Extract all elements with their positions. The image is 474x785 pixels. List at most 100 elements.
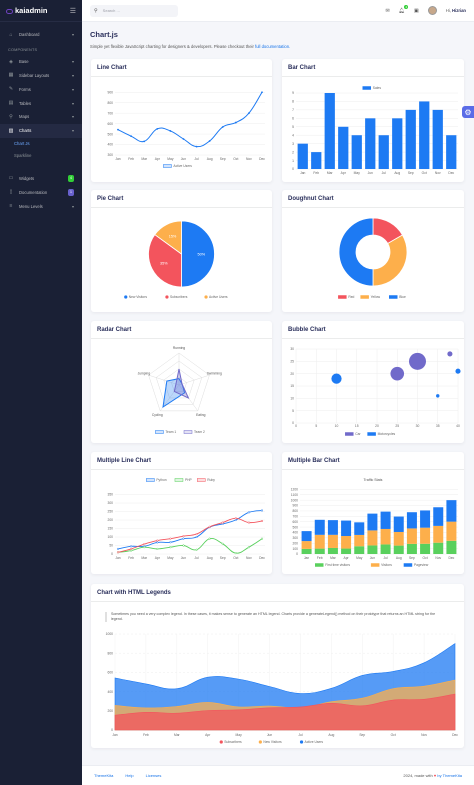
- footer-link-help[interactable]: Help: [125, 773, 134, 778]
- legend-label: Car: [355, 432, 361, 436]
- y-tick-label: 100: [107, 535, 113, 539]
- pie-chart-card: Pie Chart 50% 35% 15% New Visitors Subscribe…: [91, 190, 272, 312]
- x-tick-label: Aug: [394, 171, 400, 175]
- x-tick-label: Aug: [328, 733, 334, 737]
- series-line: [117, 91, 263, 148]
- legend-swatch: [174, 478, 184, 482]
- area-series: [114, 693, 456, 731]
- sidebar-item-tables[interactable]: ▤ Tables ▾: [0, 96, 82, 110]
- sidebar-item-widgets[interactable]: ▭ Widgets 4: [0, 172, 82, 186]
- bar: [419, 101, 430, 169]
- settings-gear-icon[interactable]: ⚙: [462, 106, 474, 118]
- chevron-down-icon: ▾: [71, 128, 74, 134]
- search-icon[interactable]: ⚲: [94, 7, 98, 14]
- sidebar-item-dashboard[interactable]: ⌂ Dashboard ▾: [0, 28, 82, 42]
- legend-swatch: [163, 164, 172, 168]
- sidebar-section-label: COMPONENTS: [8, 47, 38, 52]
- legend-swatch: [360, 295, 369, 299]
- x-tick-label: Oct: [233, 556, 238, 560]
- data-point: [234, 517, 237, 520]
- sidebar-item-maps[interactable]: ⚲ Maps ▾: [0, 110, 82, 124]
- pen-icon: ✎: [8, 86, 14, 93]
- stacked-bar: [341, 520, 352, 537]
- legend-swatch: [219, 740, 223, 744]
- x-tick-label: Sep: [359, 733, 365, 737]
- sidebar-item-label: Tables: [19, 100, 32, 106]
- legend-label: Ruby: [207, 478, 215, 482]
- slice-label: 35%: [160, 261, 168, 265]
- sidebar-item-menu-levels[interactable]: ≡ Menu Levels ▾: [0, 199, 82, 213]
- data-point: [208, 525, 211, 528]
- bell-icon[interactable]: 🔔︎ 4: [398, 4, 408, 14]
- radar-grid: [163, 368, 195, 399]
- y-tick-label: 50: [109, 544, 113, 548]
- x-tick-label: Mar: [141, 556, 148, 560]
- sidebar-item-charts[interactable]: ▥ Charts ▾: [0, 123, 82, 138]
- footer-credit-text: 2024, made with: [403, 773, 433, 778]
- user-greeting[interactable]: Hi, Hizrian: [446, 8, 466, 13]
- data-point: [130, 545, 133, 548]
- stacked-bar: [380, 528, 391, 545]
- y-tick-label: 15: [290, 384, 294, 388]
- legend-label: Visitors: [381, 563, 392, 567]
- stacked-bar: [420, 543, 431, 554]
- multiline-chart: 0 50 100 150 200 250 300 350 Jan Feb Mar Apr May Jun J…: [107, 478, 265, 560]
- legend-label: Python: [156, 478, 166, 482]
- sidebar-item-forms[interactable]: ✎ Forms ▾: [0, 82, 82, 96]
- x-tick-label: May: [167, 157, 174, 161]
- sidebar-item-sidebar-layouts[interactable]: ▦ Sidebar Layouts ▾: [0, 69, 82, 83]
- layers-icon[interactable]: ▣: [414, 7, 419, 14]
- y-tick-label: 4: [292, 133, 294, 137]
- y-tick-label: 0: [296, 552, 298, 556]
- x-tick-label: Nov: [421, 733, 427, 737]
- x-tick-label: May: [236, 733, 243, 737]
- x-tick-label: Apr: [155, 157, 161, 161]
- documentation-link[interactable]: full documentation.: [255, 44, 291, 49]
- brand-logo[interactable]: kaiadmin: [6, 6, 70, 15]
- data-point: [208, 140, 211, 142]
- sidebar-item-documentation[interactable]: ▯ Documentation 1: [0, 185, 82, 199]
- stacked-bar: [446, 521, 457, 541]
- data-point: [260, 509, 264, 512]
- page-subtitle-text: Simple yet flexible JavaScript charting …: [90, 44, 254, 49]
- sidebar-item-base[interactable]: ◈ Base ▾: [0, 55, 82, 69]
- search-box[interactable]: ⚲ Search ...: [90, 4, 178, 17]
- search-input[interactable]: Search ...: [102, 8, 120, 13]
- x-tick-label: Mar: [327, 171, 334, 175]
- stacked-bar: [354, 546, 365, 554]
- x-tick-label: Oct: [233, 157, 238, 161]
- stacked-bar: [354, 522, 365, 535]
- radar-chart: Running Swimming Eating Cycling Jumping Team …: [138, 346, 222, 434]
- y-tick-label: 300: [292, 536, 298, 540]
- legend-swatch: [197, 478, 206, 482]
- legend-swatch: [299, 740, 304, 744]
- radar-grid: [171, 376, 187, 392]
- sidebar-nav: ⌂ Dashboard ▾ COMPONENTS ◈ Base ▾ ▦ Side…: [0, 22, 82, 213]
- x-tick-label: Jun: [181, 157, 186, 161]
- footer-link-themekita[interactable]: ThemeKita: [94, 773, 114, 778]
- sidebar-subitem-label: Chart Js: [14, 141, 30, 147]
- data-point: [143, 546, 146, 549]
- th-icon: ▦: [8, 72, 14, 79]
- stacked-bar: [406, 528, 417, 544]
- avatar[interactable]: [427, 6, 437, 15]
- legend-label: Yellow: [371, 295, 381, 299]
- data-point: [221, 542, 224, 545]
- sidebar-subitem-sparkline[interactable]: Sparkline: [0, 150, 82, 162]
- envelope-icon[interactable]: ✉: [385, 7, 390, 14]
- bubble-chart-card: Bubble Chart 0 5 10 15 20 25 30 0 5 10 15 20 25 30 35 4…: [282, 321, 464, 443]
- data-point: [116, 547, 120, 550]
- y-tick-label: 6: [292, 117, 294, 121]
- footer-link-licenses[interactable]: Licenses: [145, 773, 162, 778]
- y-tick-label: 1100: [291, 493, 298, 497]
- legend-swatch: [155, 430, 164, 434]
- card-title: Multiple Line Chart: [97, 458, 151, 464]
- series-line: [117, 517, 263, 553]
- x-tick-label: Apr: [205, 733, 211, 737]
- chevron-down-icon: ▾: [71, 203, 74, 209]
- data-point: [260, 537, 264, 540]
- sidebar-subitem-chart-js[interactable]: Chart Js: [0, 138, 82, 150]
- sidebar-toggle-icon[interactable]: ☰: [69, 7, 76, 15]
- data-point: [156, 547, 159, 550]
- chevron-down-icon: ▾: [71, 100, 74, 106]
